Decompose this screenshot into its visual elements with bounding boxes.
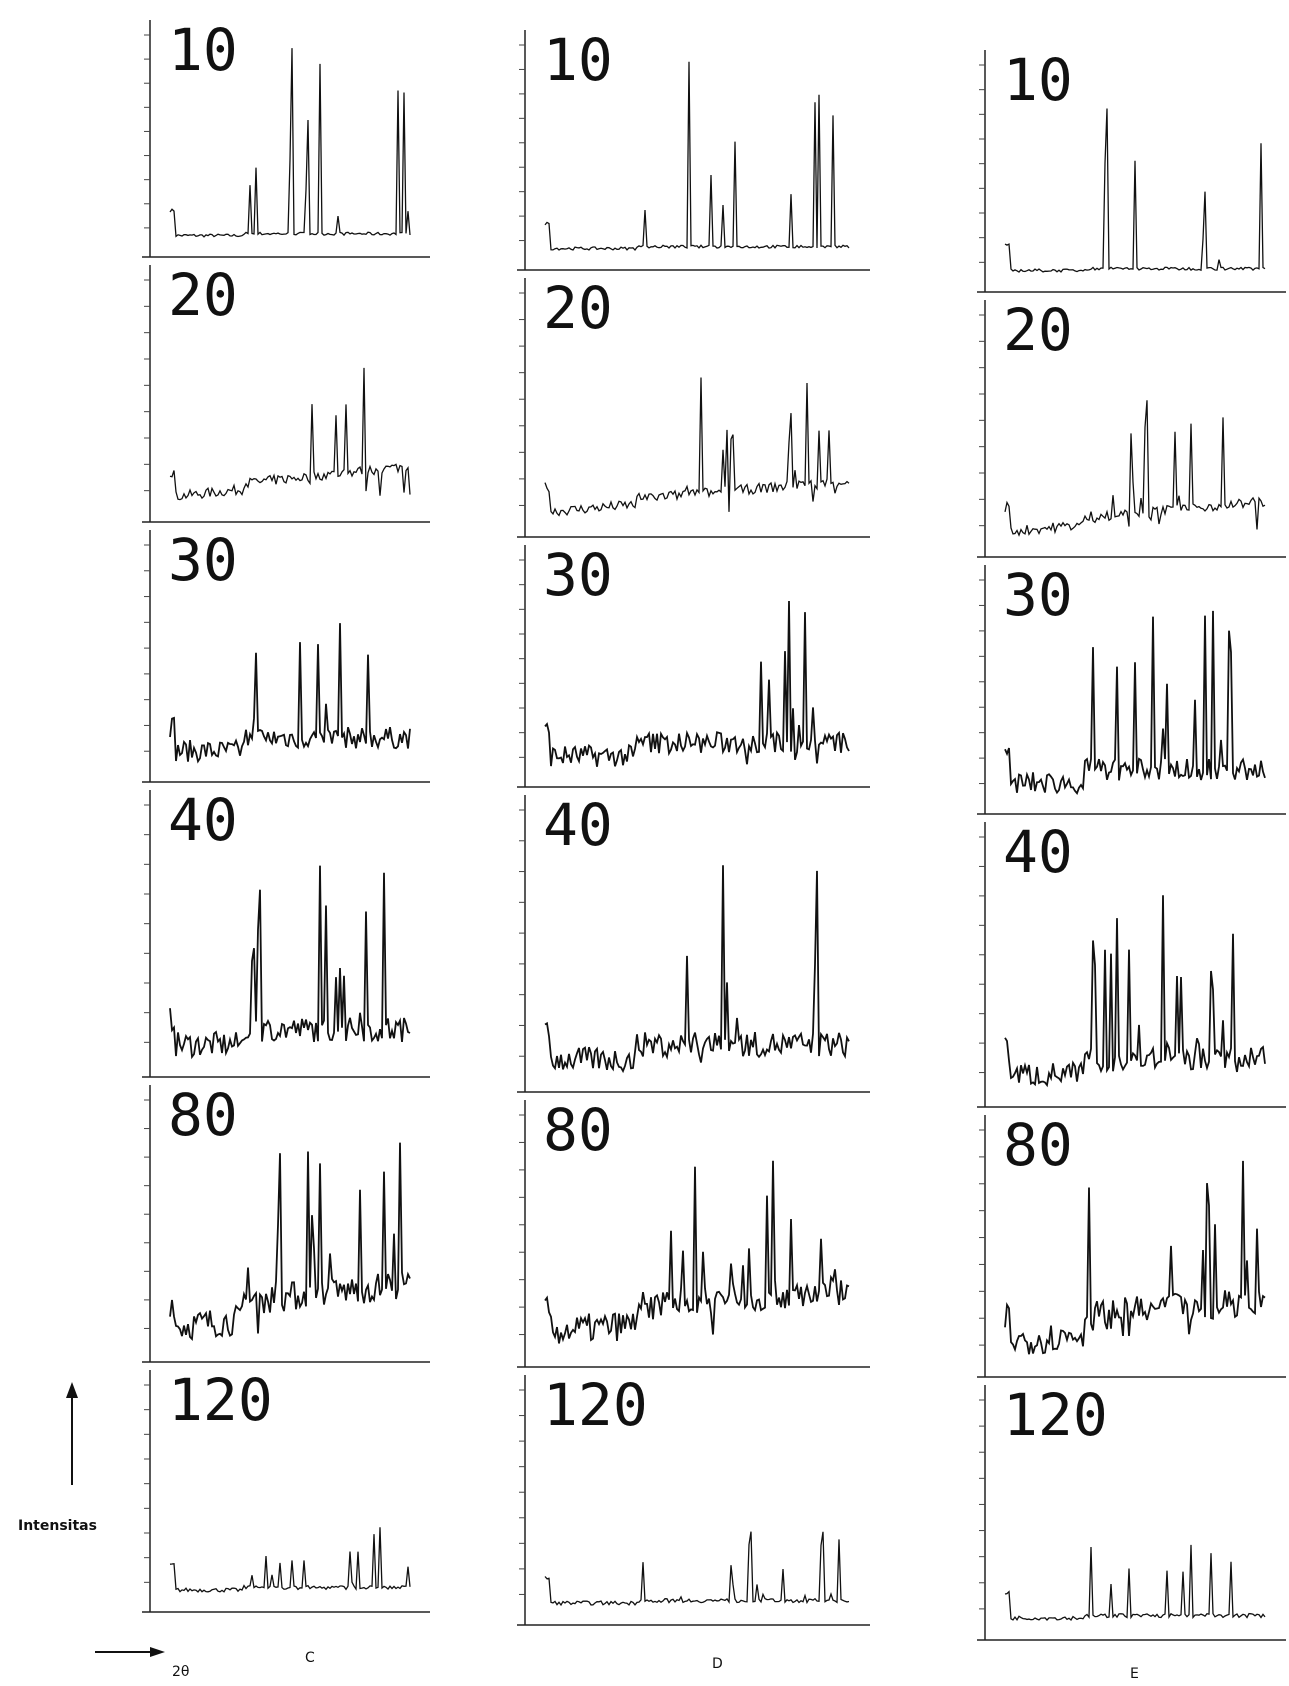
trace <box>1004 610 1266 795</box>
trace <box>544 1531 850 1607</box>
trace <box>544 865 850 1074</box>
trace <box>169 865 411 1060</box>
panel-label: 80 <box>168 1081 238 1149</box>
trace <box>169 48 411 238</box>
panel-label: 40 <box>1003 818 1073 886</box>
column-label: C <box>305 1650 315 1666</box>
trace <box>169 1142 411 1342</box>
panel-label: 20 <box>168 261 238 329</box>
panel-label: 80 <box>543 1096 613 1164</box>
panel-label: 20 <box>1003 296 1073 364</box>
panel-label: 30 <box>168 526 238 594</box>
column-label: E <box>1130 1666 1139 1682</box>
panel-label: 20 <box>543 274 613 342</box>
panel-label: 40 <box>168 786 238 854</box>
panel-label: 30 <box>543 541 613 609</box>
trace <box>1004 1544 1266 1621</box>
panel-label: 120 <box>168 1366 273 1434</box>
trace <box>1004 895 1266 1088</box>
trace <box>169 623 411 764</box>
x-axis-label: 2θ <box>172 1664 189 1680</box>
panel-label: 120 <box>1003 1381 1108 1449</box>
panel-label: 30 <box>1003 561 1073 629</box>
arrow-head <box>66 1382 78 1398</box>
panel-label: 80 <box>1003 1111 1073 1179</box>
trace <box>544 1160 850 1344</box>
panel-label: 40 <box>543 791 613 859</box>
trace <box>544 377 850 517</box>
panel-label: 120 <box>543 1371 648 1439</box>
trace <box>1004 108 1266 273</box>
trace <box>544 61 850 252</box>
trace <box>169 367 411 501</box>
column-label: D <box>712 1656 723 1672</box>
panel-label: 10 <box>1003 46 1073 114</box>
trace <box>1004 400 1266 537</box>
arrow-head <box>150 1647 165 1657</box>
trace <box>1004 1160 1266 1355</box>
trace <box>544 600 850 767</box>
panel-label: 10 <box>168 16 238 84</box>
trace <box>169 1527 411 1593</box>
panel-label: 10 <box>543 26 613 94</box>
y-axis-label: Intensitas <box>18 1518 97 1534</box>
